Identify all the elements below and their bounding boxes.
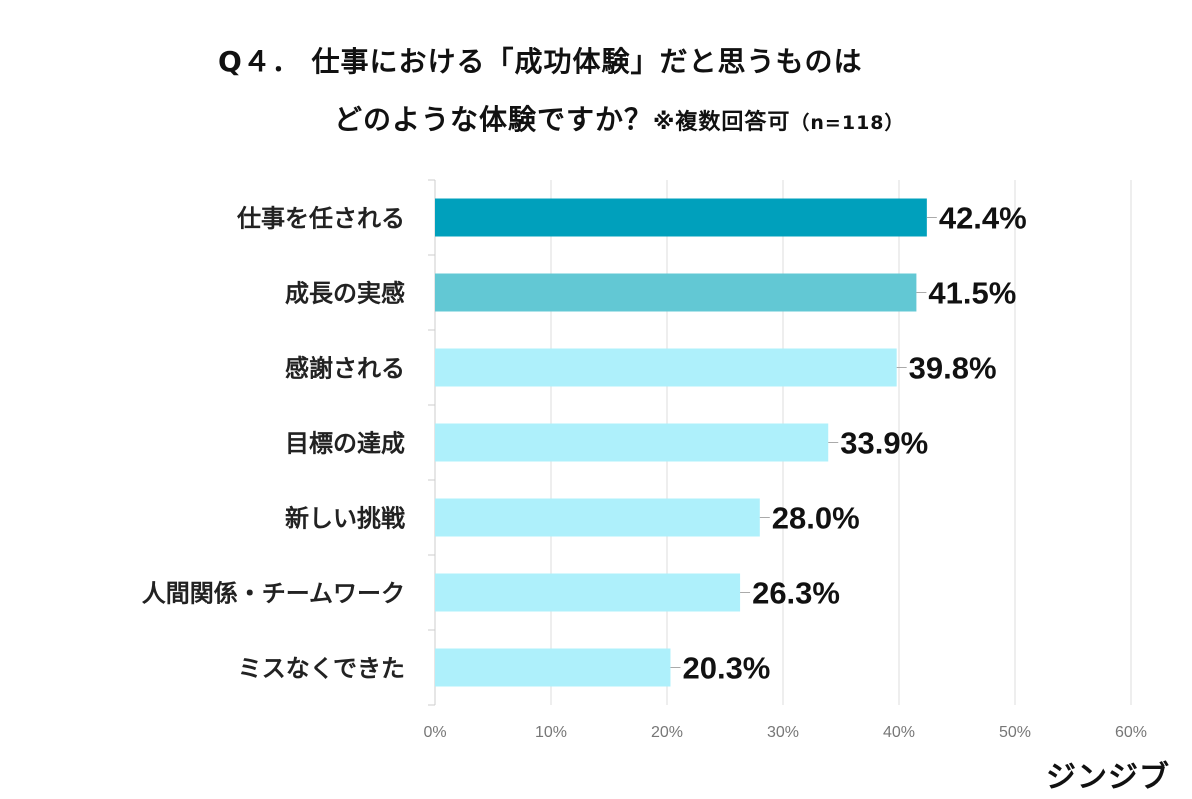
x-tick-label: 30% <box>767 724 799 741</box>
data-label: 33.9% <box>840 426 928 461</box>
bar <box>435 348 897 387</box>
bar <box>435 423 829 462</box>
chart-title-line1: Q４． 仕事における「成功体験」だと思うものは <box>218 45 863 78</box>
category-label: 感謝される <box>285 355 405 383</box>
data-label: 26.3% <box>752 576 840 611</box>
bar <box>435 573 741 612</box>
x-tick-label: 20% <box>651 724 683 741</box>
bar <box>435 648 671 687</box>
category-label: 成長の実感 <box>285 280 405 308</box>
category-label: 新しい挑戦 <box>285 505 405 533</box>
x-tick-label: 10% <box>535 724 567 741</box>
data-label: 39.8% <box>909 351 997 386</box>
category-label: 人間関係・チームワーク <box>142 580 405 608</box>
chart-title-line2: どのような体験ですか？※複数回答可（n=118） <box>334 98 905 138</box>
category-label: 仕事を任される <box>236 205 405 233</box>
bar <box>435 498 760 537</box>
chart-title-note: ※複数回答可 <box>653 110 791 135</box>
x-tick-label: 60% <box>1115 724 1147 741</box>
data-label: 41.5% <box>928 276 1016 311</box>
sample-size: （n=118） <box>790 112 905 134</box>
bar <box>435 273 917 312</box>
x-tick-label: 0% <box>423 724 446 741</box>
x-tick-label: 40% <box>883 724 915 741</box>
bar <box>435 198 927 237</box>
chart-title-main: どのような体験ですか？ <box>334 103 654 136</box>
data-label: 28.0% <box>772 501 860 536</box>
data-label: 42.4% <box>939 201 1027 236</box>
data-label: 20.3% <box>682 651 770 686</box>
x-tick-label: 50% <box>999 724 1031 741</box>
brand-logo: ジンジブ <box>1046 760 1170 795</box>
category-label: 目標の達成 <box>285 430 405 458</box>
category-label: ミスなくできた <box>238 655 405 683</box>
